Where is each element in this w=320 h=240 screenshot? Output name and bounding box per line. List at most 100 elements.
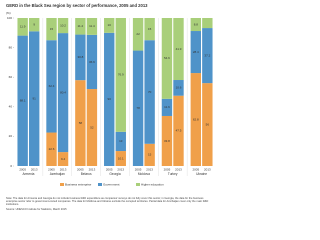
bar-segment xyxy=(132,50,144,167)
x-tick-label: 2013 xyxy=(146,167,153,171)
bar-segment xyxy=(46,40,57,133)
x-tick-label: 2005 xyxy=(48,167,55,171)
value-label: 52 xyxy=(90,125,94,129)
unit-label: (%) xyxy=(6,11,11,15)
legend-label: Government xyxy=(103,182,120,186)
bar-segment xyxy=(190,31,201,74)
bar-segment xyxy=(104,32,115,166)
y-tick-label: 40 xyxy=(9,105,13,109)
value-label: 90 xyxy=(108,97,112,101)
y-tick-label: 0 xyxy=(10,164,12,168)
x-tick-label: 2013 xyxy=(117,167,124,171)
value-label: 8.8 xyxy=(194,22,199,26)
legend-swatch xyxy=(136,183,140,186)
bar-segment xyxy=(57,33,69,153)
bar-segment xyxy=(161,18,173,99)
bar-segment xyxy=(17,18,28,36)
value-label: 11.9 xyxy=(20,25,26,29)
value-label: 70 xyxy=(148,90,152,94)
bar-segment xyxy=(75,34,86,81)
value-label: 33.8 xyxy=(164,139,170,143)
value-label: 22.6 xyxy=(49,147,55,151)
value-label: 10 xyxy=(108,23,112,27)
bar-segment xyxy=(104,18,115,33)
value-label: 11.6 xyxy=(164,105,170,109)
value-label: 62.4 xyxy=(49,84,55,88)
bar-segment xyxy=(115,18,126,132)
x-tick-label: 2005 xyxy=(106,167,113,171)
value-label: 10.2 xyxy=(60,23,66,27)
bar-segment xyxy=(86,34,98,90)
bar-segment xyxy=(190,18,201,32)
bar-segment xyxy=(17,35,28,166)
bar-segment xyxy=(202,28,213,84)
value-label: 15 xyxy=(50,27,54,31)
x-tick-label: 2005 xyxy=(19,167,26,171)
y-tick-label: 80 xyxy=(9,45,13,49)
legend-swatch xyxy=(98,183,102,186)
x-tick-label: 2013 xyxy=(175,167,182,171)
note-block: Note: The data for Armenia and Georgia d… xyxy=(6,197,214,211)
group-label: Azerbaijan xyxy=(50,172,65,176)
group-label: Ukraine xyxy=(196,172,207,176)
source: Source: UNESCO Institute for Statistics,… xyxy=(6,207,67,211)
value-label: 22 xyxy=(136,32,140,36)
bar-segment xyxy=(57,152,69,166)
legend-label: Business enterprise xyxy=(65,182,92,186)
bar-segment xyxy=(46,18,57,41)
value-label: 28.4 xyxy=(193,50,199,54)
bar-segment xyxy=(46,132,57,166)
x-tick-label: 2013 xyxy=(89,167,96,171)
value-label: 9 xyxy=(33,22,35,26)
group-label: Georgia xyxy=(109,172,121,176)
value-label: 36.6 xyxy=(89,60,95,64)
x-tick-label: 2005 xyxy=(192,167,199,171)
x-tick-label: 2005 xyxy=(164,167,171,171)
value-label: 56 xyxy=(206,122,210,126)
legend-label: Higher education xyxy=(141,182,164,186)
chart-title: GERD in the Black Sea region by sector o… xyxy=(6,3,148,8)
y-tick-label: 60 xyxy=(9,75,13,79)
value-label: 78 xyxy=(136,106,140,110)
bar-segment xyxy=(202,83,213,166)
legend-swatch xyxy=(60,183,64,186)
bar-segment xyxy=(86,89,98,166)
note: Note: The data for Armenia and Georgia d… xyxy=(6,197,209,207)
bar-segment xyxy=(144,143,155,166)
group-label: Belarus xyxy=(81,172,92,176)
value-label: 58 xyxy=(79,121,83,125)
value-label: 30.8 xyxy=(77,55,83,59)
value-label: 41.9 xyxy=(176,47,182,51)
bar-segment xyxy=(190,73,201,166)
group-label: Turkey xyxy=(168,172,178,176)
value-label: 37.2 xyxy=(204,53,210,57)
x-tick-label: 2005 xyxy=(135,167,142,171)
page: {"chart_data": {"type": "stacked_bar", "… xyxy=(6,3,214,211)
value-label: 11.4 xyxy=(89,24,95,28)
bar-segment xyxy=(161,115,173,166)
y-tick-label: 100 xyxy=(7,16,12,20)
y-tick-label: 20 xyxy=(9,134,13,138)
x-tick-label: 2005 xyxy=(77,167,84,171)
bar-segment xyxy=(75,80,86,166)
value-label: 88.1 xyxy=(20,99,26,103)
value-label: 11.2 xyxy=(78,24,84,28)
value-label: 76.9 xyxy=(118,73,124,77)
value-label: 47.5 xyxy=(176,129,182,133)
bar-segment xyxy=(144,40,155,144)
bar-segment xyxy=(173,80,184,96)
bar-segment xyxy=(144,18,155,41)
bar-segment xyxy=(161,98,173,116)
value-label: 91 xyxy=(33,96,37,100)
bar-segment xyxy=(86,18,98,35)
bar-segment xyxy=(29,18,40,32)
bar-segment xyxy=(115,131,126,152)
value-label: 80.4 xyxy=(60,90,66,94)
x-tick-label: 2013 xyxy=(31,167,38,171)
x-tick-label: 2013 xyxy=(60,167,67,171)
bar-segment xyxy=(115,151,126,166)
group-label: Armenia xyxy=(22,172,34,176)
bar-segment xyxy=(173,18,184,81)
value-label: 62.8 xyxy=(193,117,199,121)
bar-segment xyxy=(75,18,86,35)
